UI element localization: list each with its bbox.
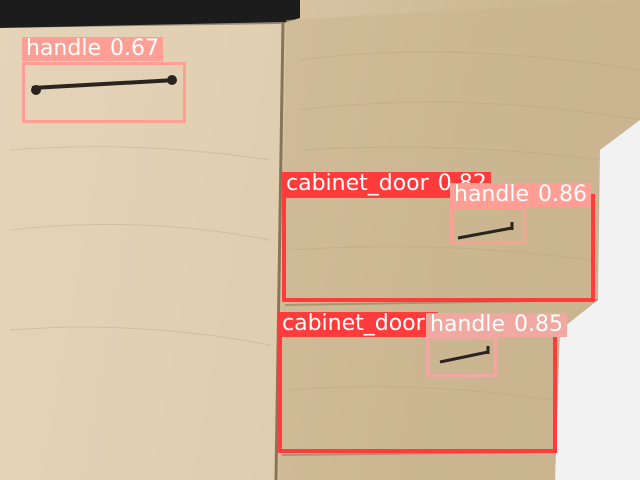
detection-box-handle	[426, 336, 497, 377]
detection-label-handle: handle 0.67	[22, 37, 163, 61]
label-score: 0.85	[513, 312, 563, 337]
detection-box-handle	[22, 62, 186, 123]
detection-label-handle: handle 0.85	[426, 313, 567, 337]
label-class: cabinet_door	[286, 171, 429, 196]
detection-label-cabinet-door: cabinet_door	[278, 312, 438, 336]
detection-box-cabinet-door	[282, 194, 595, 302]
detection-label-handle: handle 0.86	[450, 183, 591, 207]
label-score: 0.67	[109, 36, 159, 61]
detection-label-cabinet-door: cabinet_door0.82	[282, 172, 491, 196]
label-class: handle	[430, 312, 505, 337]
detection-box-cabinet-door	[278, 333, 557, 453]
label-class: cabinet_door	[282, 311, 425, 336]
detection-box-handle	[450, 206, 526, 244]
label-class: handle	[26, 36, 101, 61]
label-class: handle	[454, 182, 529, 207]
label-score: 0.86	[537, 182, 587, 207]
